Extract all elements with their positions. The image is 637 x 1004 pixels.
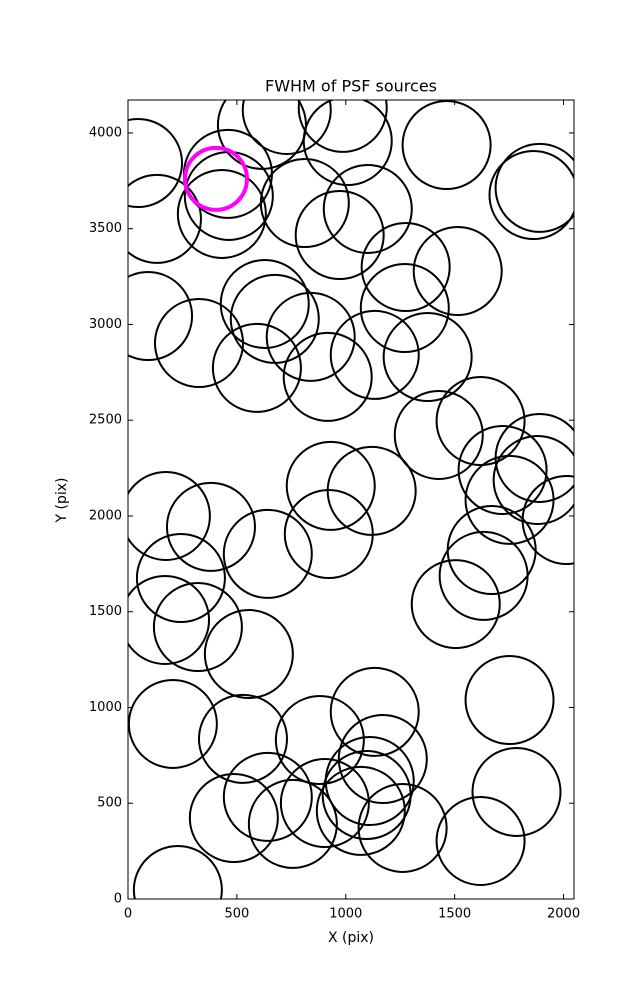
source-circle (165, 481, 256, 572)
source-circle (135, 533, 226, 624)
source-circle (435, 795, 526, 886)
source-circle (132, 845, 223, 899)
source-circle (337, 714, 428, 805)
x-tick-label: 1500 (438, 907, 471, 922)
source-circle (282, 331, 373, 422)
y-axis-label: Y (pix) (54, 478, 70, 524)
source-circle (494, 142, 574, 233)
source-circle (176, 168, 267, 259)
y-tick-label: 2000 (89, 508, 122, 523)
source-circle (412, 226, 503, 317)
source-circle (197, 693, 288, 784)
source-circle (382, 312, 473, 403)
x-tick-label: 1000 (329, 907, 362, 922)
source-circle (393, 389, 484, 480)
source-circle (182, 145, 249, 212)
source-circle (274, 695, 365, 786)
source-circle (464, 655, 555, 746)
source-circle (222, 508, 313, 599)
source-circle (488, 150, 574, 240)
source-circle (297, 100, 388, 153)
source-circle (322, 163, 413, 254)
source-circle (188, 772, 279, 863)
source-circle (360, 222, 451, 313)
source-circle (435, 375, 526, 466)
y-tick-label: 2500 (89, 413, 122, 428)
source-circle (128, 271, 194, 362)
source-circle (128, 574, 211, 665)
source-circle (302, 100, 393, 186)
source-circle (324, 736, 415, 827)
y-tick-label: 1000 (89, 700, 122, 715)
source-circle (128, 118, 184, 208)
source-circle (329, 309, 420, 400)
source-circle (401, 100, 492, 191)
source-circle (128, 173, 202, 264)
source-circle (494, 412, 574, 503)
source-circle (128, 470, 211, 561)
plot-frame (127, 99, 575, 900)
y-tick-label: 0 (114, 892, 122, 907)
source-circle (521, 475, 574, 565)
source-circle (329, 666, 420, 757)
y-tick-label: 4000 (89, 125, 122, 140)
chart-title: FWHM of PSF sources (265, 77, 437, 96)
plot-area (128, 100, 574, 899)
source-circle (315, 765, 406, 856)
source-circle (326, 445, 417, 536)
source-circle (357, 782, 448, 873)
source-circle (222, 751, 313, 842)
source-circle (359, 262, 450, 353)
y-tick-label: 1500 (89, 604, 122, 619)
y-tick-label: 3000 (89, 317, 122, 332)
source-circle (219, 258, 310, 349)
y-tick-label: 3500 (89, 221, 122, 236)
source-circle (279, 758, 370, 849)
x-tick-label: 2000 (547, 907, 580, 922)
y-tick-label: 500 (97, 796, 122, 811)
source-circle (410, 559, 501, 650)
source-circle (294, 190, 385, 281)
source-circle (285, 440, 376, 531)
source-circle (247, 778, 338, 869)
source-circle (203, 609, 294, 700)
source-circle (241, 100, 332, 155)
source-circle (211, 322, 302, 413)
source-circle (457, 425, 548, 516)
source-circle (128, 678, 218, 769)
source-circle (152, 582, 243, 673)
x-tick-label: 500 (224, 907, 249, 922)
source-circle (492, 434, 574, 525)
source-circle (265, 291, 356, 382)
source-circle (471, 746, 562, 837)
x-tick-label: 0 (124, 907, 132, 922)
x-axis-label: X (pix) (328, 930, 374, 946)
